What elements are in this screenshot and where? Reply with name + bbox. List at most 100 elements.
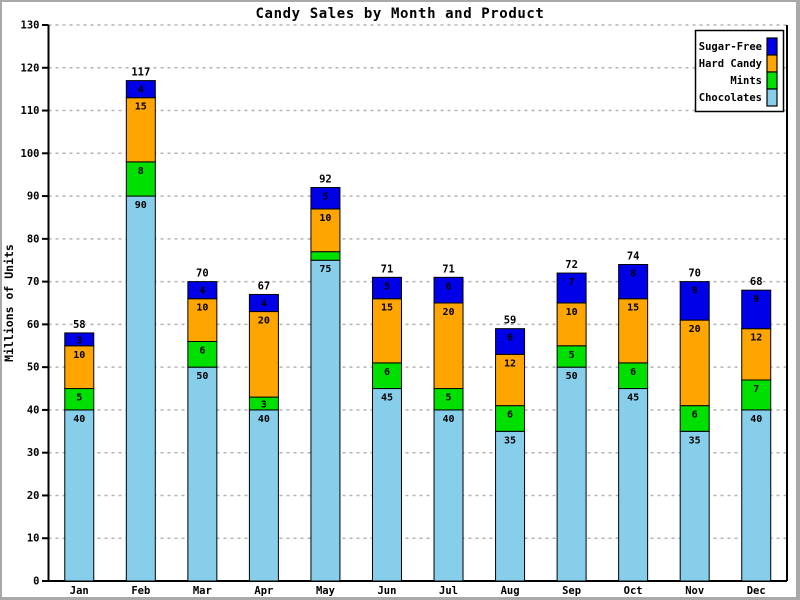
segment-value-label: 15 bbox=[135, 102, 147, 113]
x-tick-label: Mar bbox=[193, 585, 212, 597]
segment-value-label: 20 bbox=[689, 324, 701, 335]
y-tick-label: 120 bbox=[21, 62, 40, 74]
segment-value-label: 6 bbox=[446, 281, 452, 292]
bar-total-label: 70 bbox=[688, 268, 701, 280]
bar-segment-hard-candy bbox=[310, 208, 341, 253]
y-tick-label: 10 bbox=[27, 533, 40, 545]
segment-value-label: 40 bbox=[750, 414, 762, 425]
segment-value-label: 5 bbox=[76, 393, 82, 404]
segment-value-label: 5 bbox=[446, 393, 452, 404]
legend-label: Sugar-Free bbox=[699, 41, 762, 53]
bar-segment-mints bbox=[371, 362, 402, 390]
segment-value-label: 12 bbox=[750, 333, 762, 344]
bar-sep: 50 5 10 7 72 Sep bbox=[556, 259, 587, 597]
y-tick-label: 0 bbox=[33, 576, 39, 588]
y-tick-label: 20 bbox=[27, 490, 40, 502]
bar-segment-chocolates bbox=[371, 388, 402, 582]
bar-segment-chocolates bbox=[433, 409, 464, 582]
bar-mar: 50 6 10 4 70 Mar bbox=[187, 268, 218, 597]
bar-total-label: 70 bbox=[196, 268, 209, 280]
bar-segment-sugar-free bbox=[679, 281, 710, 321]
segment-value-label: 6 bbox=[692, 410, 698, 421]
bar-total-label: 58 bbox=[73, 319, 86, 331]
segment-value-label: 5 bbox=[384, 281, 390, 292]
legend-item-chocolates: Chocolates bbox=[699, 88, 778, 107]
segment-value-label: 10 bbox=[319, 213, 331, 224]
x-tick-label: Jun bbox=[377, 585, 396, 597]
bar-total-label: 68 bbox=[750, 276, 763, 288]
segment-value-label: 4 bbox=[199, 286, 205, 297]
bar-segment-chocolates bbox=[248, 409, 279, 582]
segment-value-label: 12 bbox=[504, 358, 516, 369]
bar-dec: 40 7 12 9 68 Dec bbox=[741, 276, 772, 597]
legend-swatch bbox=[766, 71, 778, 90]
segment-value-label: 50 bbox=[196, 371, 208, 382]
bar-jul: 40 5 20 6 71 Jul bbox=[433, 263, 464, 597]
bar-segment-hard-candy bbox=[556, 302, 587, 347]
segment-value-label: 15 bbox=[381, 303, 393, 314]
y-tick-label: 110 bbox=[21, 105, 40, 117]
legend-swatch bbox=[766, 88, 778, 107]
bar-segment-chocolates bbox=[125, 195, 156, 582]
bar-nov: 35 6 20 9 70 Nov bbox=[679, 268, 710, 597]
legend-label: Hard Candy bbox=[699, 58, 763, 70]
bar-segment-chocolates bbox=[495, 430, 526, 582]
segment-value-label: 6 bbox=[199, 345, 205, 356]
segment-value-label: 9 bbox=[692, 286, 698, 297]
segment-value-label: 75 bbox=[319, 264, 331, 275]
segment-value-label: 35 bbox=[504, 435, 516, 446]
bar-total-label: 71 bbox=[381, 263, 394, 275]
bar-segment-mints bbox=[679, 405, 710, 432]
bar-segment-sugar-free bbox=[125, 80, 156, 99]
legend: Sugar-Free Hard Candy Mints Chocolates bbox=[694, 29, 785, 113]
y-tick-label: 80 bbox=[27, 233, 40, 245]
bar-segment-sugar-free bbox=[556, 272, 587, 304]
x-tick-label: Aug bbox=[501, 585, 520, 597]
axes: 0 10 20 30 40 50 60 70 80 90 100 110 120 130 bbox=[21, 20, 788, 588]
x-tick-label: Apr bbox=[254, 585, 273, 597]
segment-value-label: 45 bbox=[627, 393, 639, 404]
bar-segment-chocolates bbox=[618, 388, 649, 582]
bar-segment-sugar-free bbox=[741, 289, 772, 330]
bar-segment-sugar-free bbox=[433, 276, 464, 304]
bar-may: 75 10 5 92 May bbox=[310, 174, 341, 597]
bar-segment-hard-candy bbox=[495, 353, 526, 407]
bar-segment-sugar-free bbox=[187, 281, 218, 300]
bar-jan: 40 5 10 3 58 Jan bbox=[64, 319, 95, 597]
bar-segment-chocolates bbox=[64, 409, 95, 582]
bar-total-label: 59 bbox=[504, 315, 517, 327]
bar-total-label: 74 bbox=[627, 251, 640, 263]
segment-value-label: 35 bbox=[689, 435, 701, 446]
x-tick-label: May bbox=[316, 585, 336, 597]
y-tick-label: 70 bbox=[27, 276, 40, 288]
bar-segment-sugar-free bbox=[64, 332, 95, 347]
y-axis-title: Millions of Units bbox=[2, 244, 16, 362]
bar-segment-mints bbox=[125, 161, 156, 197]
gridlines bbox=[48, 24, 787, 539]
x-tick-label: Sep bbox=[562, 585, 581, 597]
y-tick-label: 100 bbox=[21, 148, 40, 160]
segment-value-label: 7 bbox=[569, 277, 575, 288]
bar-total-label: 71 bbox=[442, 263, 455, 275]
segment-value-label: 20 bbox=[258, 316, 270, 327]
bar-segment-sugar-free bbox=[618, 264, 649, 300]
bar-total-label: 117 bbox=[131, 67, 150, 79]
segment-value-label: 10 bbox=[73, 350, 85, 361]
segment-value-label: 10 bbox=[566, 307, 578, 318]
bar-segment-sugar-free bbox=[371, 276, 402, 300]
segment-value-label: 6 bbox=[507, 410, 513, 421]
bar-segment-mints bbox=[495, 405, 526, 432]
legend-swatch bbox=[766, 54, 778, 73]
bar-segment-hard-candy bbox=[618, 298, 649, 364]
segment-value-label: 10 bbox=[196, 303, 208, 314]
x-tick-label: Jul bbox=[439, 585, 458, 597]
x-tick-label: Oct bbox=[624, 585, 643, 597]
bar-total-label: 92 bbox=[319, 174, 332, 186]
bar-segment-chocolates bbox=[556, 366, 587, 582]
bar-segment-hard-candy bbox=[187, 298, 218, 342]
y-tick-label: 90 bbox=[27, 191, 40, 203]
segment-value-label: 6 bbox=[384, 367, 390, 378]
x-tick-label: Jan bbox=[70, 585, 89, 597]
